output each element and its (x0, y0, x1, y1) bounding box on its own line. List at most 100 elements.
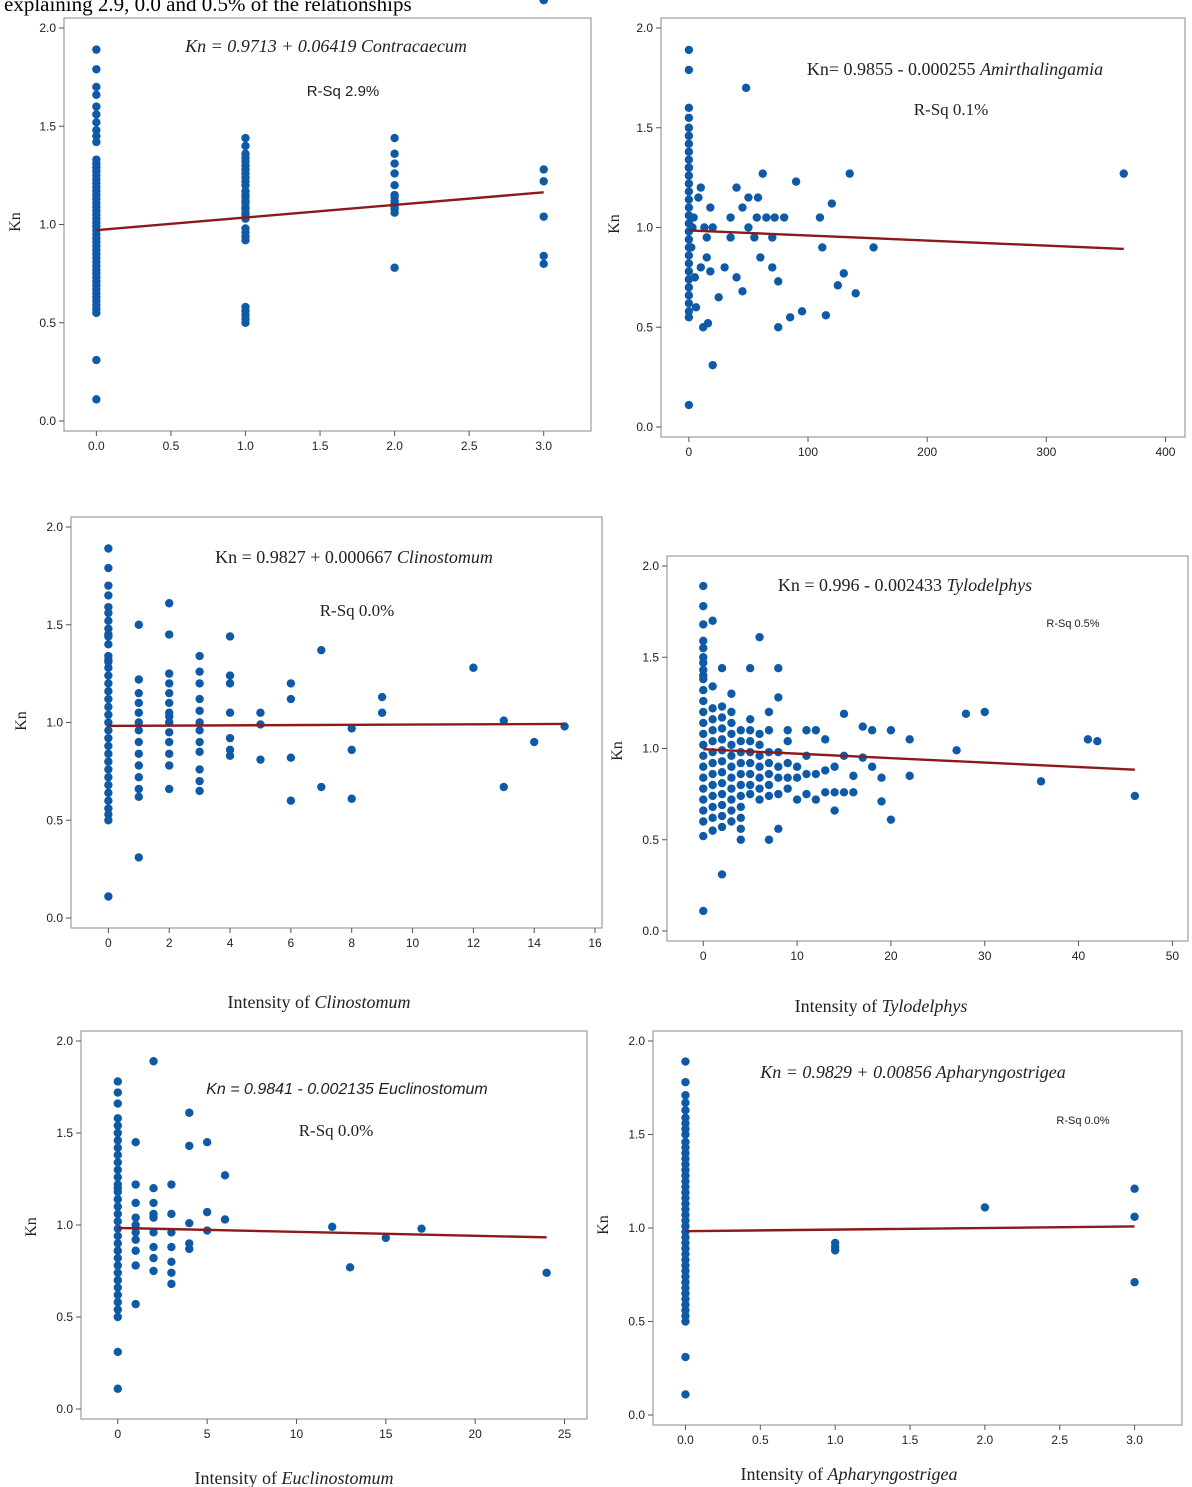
data-point (736, 758, 745, 768)
data-point (717, 664, 727, 673)
data-point (542, 1268, 551, 1278)
data-point (1093, 737, 1102, 746)
data-point (167, 1180, 176, 1189)
data-point (851, 289, 860, 298)
data-point (113, 1150, 123, 1160)
data-point (286, 753, 296, 762)
data-point (104, 694, 113, 704)
data-point (131, 1180, 140, 1189)
data-point (195, 776, 204, 786)
x-axis-label-parasite: Euclinostomum (281, 1468, 394, 1487)
data-point (165, 698, 174, 708)
data-point (131, 1138, 140, 1147)
regression-line (685, 1225, 1135, 1233)
x-tick-label: 0.0 (88, 439, 105, 453)
y-tick-label: 1.0 (39, 218, 56, 232)
data-point (113, 1121, 123, 1130)
data-point (202, 1138, 212, 1147)
data-point (727, 707, 736, 717)
rsq-label: R-Sq 0.0% (320, 601, 395, 620)
x-axis-label-parasite: Apharyngostrigea (827, 1464, 958, 1484)
data-point (113, 1253, 123, 1263)
y-tick-label: 1.5 (642, 650, 659, 664)
data-point (717, 702, 727, 711)
y-tick-label: 0.5 (628, 1315, 645, 1329)
data-point (104, 602, 113, 612)
data-point (377, 692, 387, 702)
data-point (714, 293, 723, 302)
data-point (225, 745, 235, 755)
data-point (1083, 735, 1093, 744)
data-point (699, 636, 708, 646)
data-point (738, 287, 747, 296)
data-point (699, 620, 708, 629)
data-point (113, 1158, 123, 1167)
data-point (717, 789, 727, 799)
data-point (104, 710, 113, 719)
data-point (708, 813, 717, 823)
data-point (684, 187, 694, 196)
x-tick-label: 15 (379, 1427, 393, 1441)
data-point (286, 679, 296, 688)
scatter-panel-5: 0.0 0.5 1.0 1.5 2.0 0 5 10 15 20 25 Kn = 0.9841 - 0… (23, 1030, 588, 1487)
data-point (736, 791, 745, 801)
equation-label: Kn = 0.9713 + 0.06419 Contracaecum (184, 36, 467, 56)
data-point (390, 159, 399, 168)
y-tick-label: 1.0 (628, 1221, 645, 1235)
x-axis-label: Intensity of Clinostomum (227, 992, 410, 1012)
data-point (134, 675, 143, 684)
data-point (417, 1224, 426, 1233)
y-axis-label: Kn (606, 214, 623, 234)
data-point (225, 671, 235, 680)
y-tick-label: 1.0 (642, 742, 659, 756)
data-point (92, 131, 101, 141)
rsq-label: R-Sq 0.0% (299, 1121, 374, 1140)
regression-line (688, 229, 1124, 251)
data-point (104, 726, 113, 735)
data-point (345, 1263, 355, 1272)
y-tick-label: 0.5 (636, 320, 653, 334)
data-point (774, 664, 783, 673)
data-point (131, 1235, 140, 1244)
data-point (195, 694, 204, 704)
data-point (690, 273, 700, 282)
x-tick-label: 10 (290, 1427, 304, 1441)
data-point (684, 251, 694, 260)
x-axis-label-parasite: Tylodelphys (882, 996, 968, 1016)
data-point (195, 706, 204, 715)
scatter-panel-2: 0.0 0.5 1.0 1.5 2.0 0 100 200 300 400 Kn= 0.9855 -… (606, 17, 1186, 459)
data-point (390, 169, 399, 178)
data-point (104, 663, 113, 672)
data-point (347, 724, 356, 733)
data-point (165, 737, 174, 747)
data-point (684, 103, 694, 113)
data-point (684, 267, 694, 276)
data-point (681, 1137, 690, 1147)
data-point (104, 702, 113, 712)
data-point (699, 773, 708, 782)
data-point (195, 737, 204, 747)
data-point (113, 1088, 123, 1097)
data-point (390, 149, 399, 158)
data-point (745, 737, 755, 746)
data-point (241, 224, 250, 233)
x-tick-label: 2 (166, 936, 173, 950)
data-point (195, 786, 204, 796)
data-point (134, 761, 143, 770)
data-point (377, 708, 387, 717)
data-point (113, 1347, 123, 1357)
data-point (113, 1384, 123, 1393)
data-point (684, 299, 694, 308)
data-point (755, 740, 764, 750)
data-point (134, 853, 143, 862)
x-tick-label: 25 (558, 1427, 572, 1441)
data-point (92, 355, 101, 365)
data-point (717, 811, 727, 821)
x-tick-label: 14 (528, 936, 542, 950)
x-tick-label: 0.5 (163, 439, 180, 453)
data-point (867, 762, 877, 771)
y-tick-label: 2.0 (636, 21, 653, 35)
regression-line (96, 191, 544, 232)
equation-label: Kn= 0.9855 - 0.000255 Amirthalingamia (807, 59, 1103, 79)
